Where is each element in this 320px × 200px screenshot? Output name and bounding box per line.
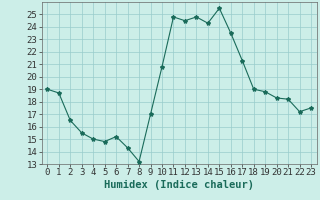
X-axis label: Humidex (Indice chaleur): Humidex (Indice chaleur) [104, 180, 254, 190]
